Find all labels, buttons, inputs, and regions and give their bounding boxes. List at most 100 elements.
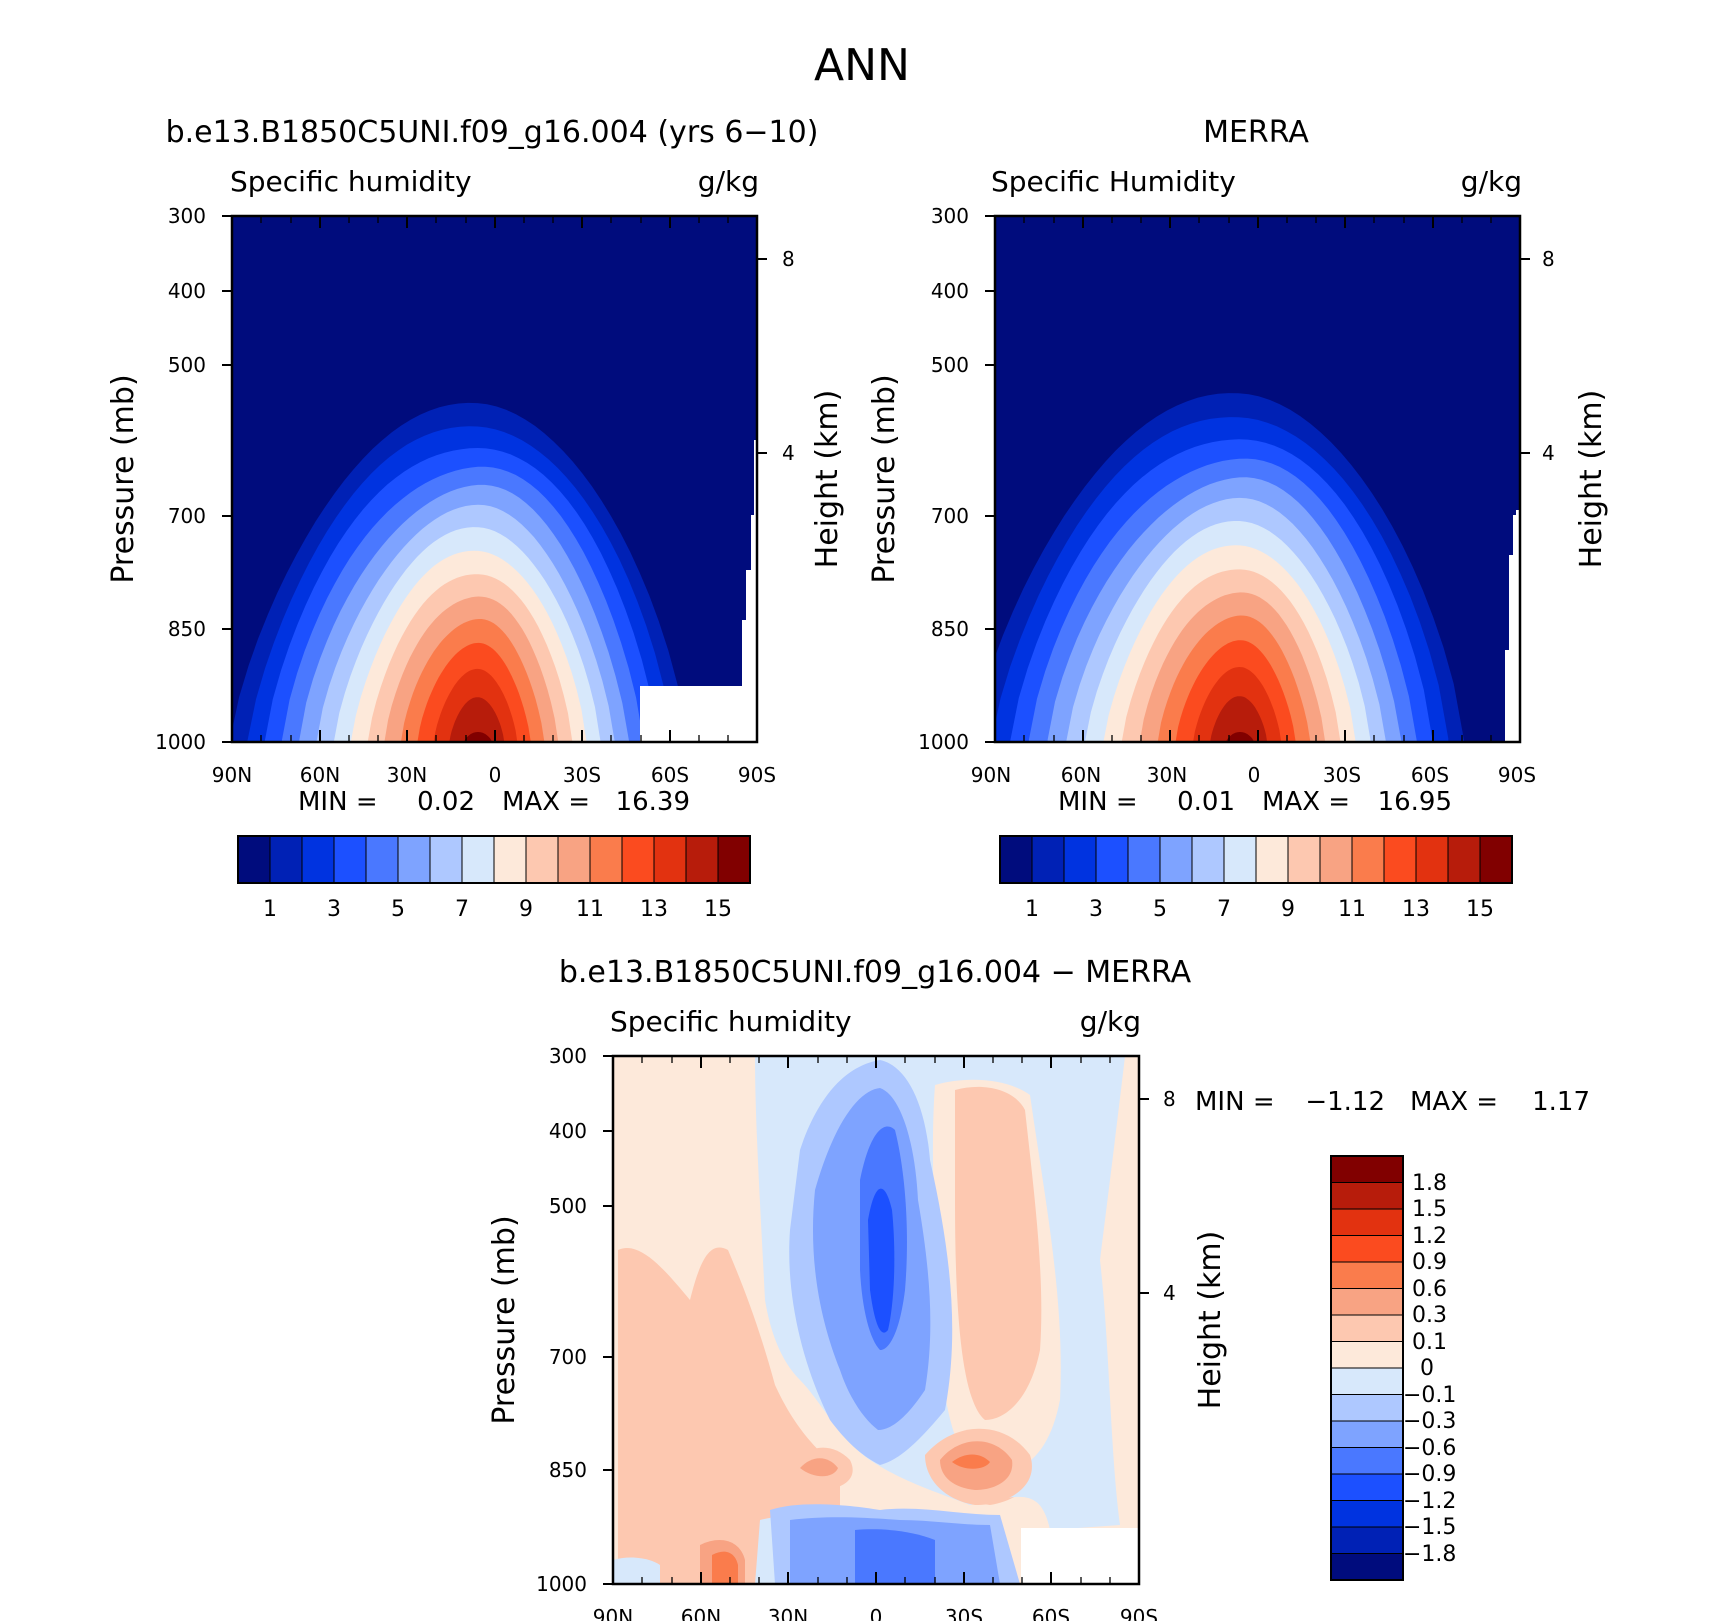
panel-model-colorbar-swatch [717,835,751,884]
panel-merra-colorbar-swatch [1351,835,1385,884]
panel-model-colorbar-swatch [461,835,495,884]
panel-model-colorbar-swatch [429,835,463,884]
panel-merra-missing-region [1505,510,1520,742]
panel-model-minmax: MIN = 0.02 MAX = 16.39 [298,787,690,817]
panel-difference-xtick: 90N [593,1605,633,1621]
panel-merra-colorbar-label: 11 [1338,897,1366,922]
panel-model-units: g/kg [698,165,759,198]
panel-merra-colorbar: 1 3 5 7 9 11 13 15 [999,835,1513,922]
panel-difference-colorbar-label: 1.8 [1412,1171,1447,1196]
panel-model-colorbar-swatch [269,835,303,884]
panel-merra-colorbar-swatch [1031,835,1065,884]
panel-difference-colorbar-swatch [1330,1553,1404,1581]
panel-merra-y2tick: 8 [1542,247,1555,271]
panel-difference-y2label: Height (km) [1193,1231,1228,1410]
panel-difference-colorbar-swatch [1330,1341,1404,1369]
panel-merra-xtick: 90N [971,763,1011,787]
panel-merra-min-label: MIN = [1058,787,1138,817]
panel-difference-colorbar-swatch [1330,1500,1404,1528]
panel-merra-xtick: 60S [1411,763,1449,787]
panel-merra-ytick: 1000 [918,730,969,754]
panel-merra-ytick: 700 [931,504,969,528]
panel-difference-ytick: 1000 [536,1572,587,1596]
panel-merra-xtick: 30S [1323,763,1361,787]
panel-difference-colorbar-swatch [1330,1182,1404,1210]
panel-model-contour-band [449,697,505,742]
panel-model-colorbar-label: 1 [263,897,277,922]
panel-difference-ytick: 700 [549,1345,587,1369]
panel-merra-ytick: 400 [931,279,969,303]
panel-difference-ytick: 500 [549,1194,587,1218]
panel-difference-colorbar-swatch [1330,1526,1404,1555]
panel-merra-colorbar-label: 1 [1025,897,1039,922]
panel-model-contour-band [464,732,492,742]
panel-difference-colorbar-label: 1.5 [1412,1197,1447,1222]
panel-model-min-label: MIN = [298,787,378,817]
panel-merra-colorbar-swatch [1319,835,1353,884]
panel-model-colorbar-label: 5 [391,897,405,922]
panel-difference-colorbar-label: 0.3 [1412,1303,1447,1328]
panel-model-colorbar-swatch [493,835,527,884]
panel-model-min-value: 0.02 [417,787,475,817]
panel-difference-xtick: 30S [945,1605,983,1621]
panel-model-ytick: 700 [168,504,206,528]
panel-difference-colorbar-swatch [1330,1367,1404,1396]
panel-model-colorbar-swatch [301,835,335,884]
panel-model-y2tick: 4 [782,441,795,465]
panel-model-colorbar-label: 3 [327,897,341,922]
panel-merra-xtick: 30N [1147,763,1187,787]
panel-difference-y2tick: 4 [1163,1281,1176,1305]
panel-difference-colorbar-swatch [1330,1155,1404,1184]
panel-model-colorbar: 1 3 5 7 9 11 13 15 [237,835,751,922]
panel-model-ytick: 1000 [155,730,206,754]
panel-merra-ytick: 850 [931,617,969,641]
panel-model-colorbar-swatch [685,835,719,884]
panel-model-max-label: MAX = [502,787,590,817]
panel-model-colorbar-swatch [525,835,559,884]
panel-merra-max-value: 16.95 [1378,787,1452,817]
panel-difference-xtick: 0 [870,1605,883,1621]
panel-merra-colorbar-label: 7 [1217,897,1231,922]
panel-merra-colorbar-label: 3 [1089,897,1103,922]
panel-difference-colorbar-label: −0.6 [1403,1436,1456,1461]
panel-merra-left-label: Specific Humidity [991,165,1236,198]
panel-model-y2tick: 8 [782,247,795,271]
panel-model-y2label: Height (km) [810,390,845,569]
panel-difference-colorbar-swatch [1330,1314,1404,1343]
panel-model-colorbar-swatch [237,835,271,884]
panel-model-colorbar-swatch [333,835,367,884]
panel-merra-colorbar-label: 13 [1402,897,1430,922]
panel-difference-colorbar-label: 0.1 [1412,1330,1447,1355]
panel-merra-ytick: 300 [931,204,969,228]
panel-merra-colorbar-swatch [1159,835,1193,884]
panel-merra-xtick: 60N [1061,763,1101,787]
panel-merra-colorbar-swatch [1127,835,1161,884]
figure-title: ANN [814,40,910,91]
panel-difference-left-label: Specific humidity [610,1005,852,1038]
panel-difference-xtick: 30N [768,1605,808,1621]
panel-model-ytick: 400 [168,279,206,303]
panel-difference-min-value: −1.12 [1305,1087,1385,1117]
panel-difference: b.e13.B1850C5UNI.f09_g16.004 − MERRA Spe… [487,955,1590,1621]
panel-model-xtick: 60N [300,763,340,787]
panel-difference-colorbar-swatch [1330,1235,1404,1263]
panel-difference-ylabel: Pressure (mb) [487,1215,522,1424]
panel-model-missing-region [640,440,757,742]
panel-difference-missing-region [1021,1528,1139,1584]
panel-difference-colorbar-swatch [1330,1420,1404,1449]
panel-model-colorbar-swatch [365,835,399,884]
panel-difference-xtick: 60S [1032,1605,1070,1621]
panel-merra-colorbar-swatch [1255,835,1289,884]
panel-merra-colorbar-swatch [1191,835,1225,884]
panel-difference-colorbar-swatch [1330,1394,1404,1422]
panel-model-xtick: 60S [651,763,689,787]
panel-difference-colorbar-label: −1.2 [1403,1489,1456,1514]
panel-model-ytick: 300 [168,204,206,228]
panel-model-ylabel: Pressure (mb) [106,374,141,583]
panel-merra-ylabel: Pressure (mb) [867,374,902,583]
panel-difference-ytick: 300 [549,1044,587,1068]
panel-merra-colorbar-swatch [1479,835,1513,884]
panel-difference-xtick: 60N [681,1605,721,1621]
panel-difference-colorbar-swatch [1330,1288,1404,1316]
panel-merra-contours [995,216,1520,742]
